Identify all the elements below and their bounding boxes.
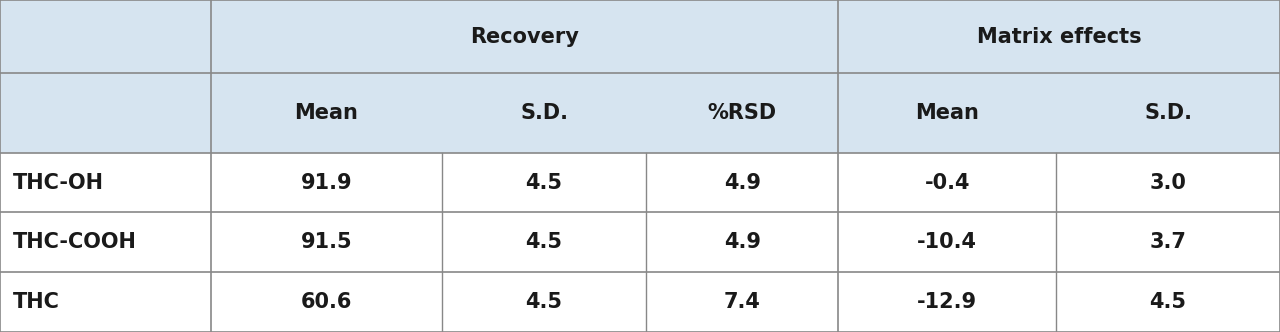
Text: -12.9: -12.9 <box>918 292 977 312</box>
Text: 4.5: 4.5 <box>526 292 562 312</box>
Bar <box>211 212 442 272</box>
Bar <box>211 153 442 212</box>
Bar <box>838 212 1056 272</box>
Bar <box>0 212 211 272</box>
Bar <box>838 73 1056 153</box>
Bar <box>1056 212 1280 272</box>
Bar <box>211 73 442 153</box>
Bar <box>646 73 838 153</box>
Bar <box>0 153 211 212</box>
Text: 91.5: 91.5 <box>301 232 352 252</box>
Text: Matrix effects: Matrix effects <box>977 27 1142 46</box>
Text: 3.7: 3.7 <box>1149 232 1187 252</box>
Bar <box>442 0 646 73</box>
Text: 4.9: 4.9 <box>724 232 760 252</box>
Text: 60.6: 60.6 <box>301 292 352 312</box>
Text: THC-COOH: THC-COOH <box>13 232 137 252</box>
Bar <box>646 212 838 272</box>
Bar <box>1056 272 1280 332</box>
Text: %RSD: %RSD <box>708 103 777 123</box>
Text: 4.9: 4.9 <box>724 173 760 193</box>
Bar <box>1056 153 1280 212</box>
Text: THC: THC <box>13 292 60 312</box>
Bar <box>211 272 442 332</box>
Bar <box>442 153 646 212</box>
Bar <box>1056 73 1280 153</box>
Text: THC-OH: THC-OH <box>13 173 104 193</box>
Bar <box>442 212 646 272</box>
Bar <box>646 272 838 332</box>
Bar <box>0 73 211 153</box>
Bar <box>0 0 211 73</box>
Text: 7.4: 7.4 <box>724 292 760 312</box>
Text: 3.0: 3.0 <box>1149 173 1187 193</box>
Bar <box>838 272 1056 332</box>
Bar <box>0 272 211 332</box>
Text: Mean: Mean <box>294 103 358 123</box>
Text: 4.5: 4.5 <box>526 173 562 193</box>
Bar <box>838 0 1056 73</box>
Bar <box>646 153 838 212</box>
Bar <box>211 0 442 73</box>
Text: 4.5: 4.5 <box>526 232 562 252</box>
Text: S.D.: S.D. <box>520 103 568 123</box>
Text: Recovery: Recovery <box>470 27 580 46</box>
Bar <box>838 153 1056 212</box>
Text: 91.9: 91.9 <box>301 173 352 193</box>
Bar <box>442 73 646 153</box>
Text: Mean: Mean <box>915 103 979 123</box>
Bar <box>646 0 838 73</box>
Bar <box>442 272 646 332</box>
Text: 4.5: 4.5 <box>1149 292 1187 312</box>
Text: -0.4: -0.4 <box>924 173 970 193</box>
Text: -10.4: -10.4 <box>918 232 977 252</box>
Text: S.D.: S.D. <box>1144 103 1192 123</box>
Bar <box>1056 0 1280 73</box>
